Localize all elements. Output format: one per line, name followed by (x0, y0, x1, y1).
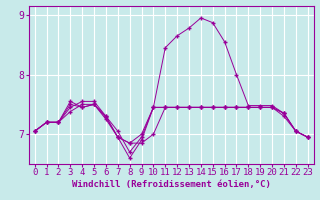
X-axis label: Windchill (Refroidissement éolien,°C): Windchill (Refroidissement éolien,°C) (72, 180, 271, 189)
